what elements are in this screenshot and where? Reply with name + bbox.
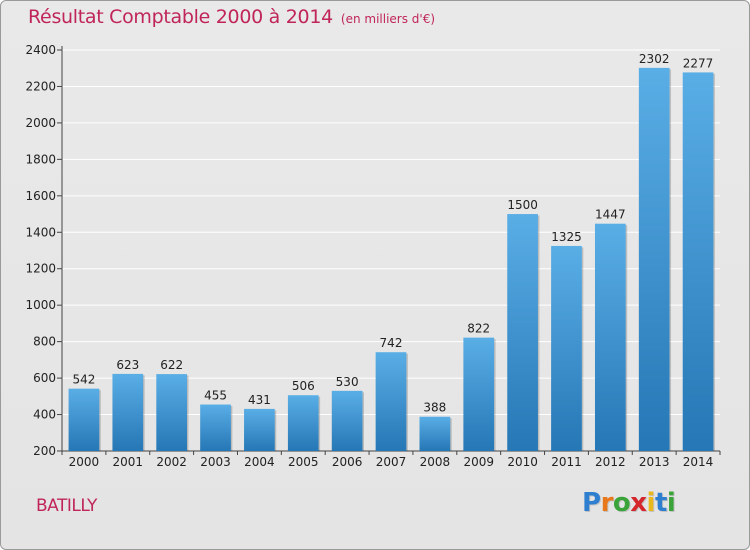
data-label: 822 — [467, 322, 490, 336]
x-tick-label: 2005 — [288, 455, 319, 469]
x-tick-label: 2000 — [69, 455, 100, 469]
bar — [331, 390, 363, 451]
y-tick-label: 1800 — [25, 152, 56, 166]
bar — [156, 374, 188, 451]
logo-letter: t — [654, 488, 667, 518]
title-text: Résultat Comptable 2000 à 2014 — [28, 6, 333, 28]
data-label: 1325 — [551, 230, 582, 244]
bar — [375, 352, 407, 451]
bar — [419, 416, 451, 451]
bar — [463, 337, 495, 451]
data-label: 622 — [160, 358, 183, 372]
y-tick-label: 400 — [33, 408, 56, 422]
data-label: 623 — [116, 358, 139, 372]
bar — [68, 388, 100, 451]
x-tick-label: 2014 — [683, 455, 714, 469]
place-name: BATILLY — [36, 496, 97, 516]
logo-letter: r — [600, 488, 614, 518]
bar — [287, 395, 319, 451]
axes: 200 400 600 800 1000 1200 1400 1600 1800 2000 2200… — [25, 43, 721, 458]
x-tick-label: 2011 — [551, 455, 582, 469]
bar — [244, 408, 275, 451]
bar — [507, 214, 538, 451]
x-tick-label: 2001 — [113, 455, 144, 469]
x-tick-label: 2010 — [507, 455, 538, 469]
bars — [68, 67, 715, 451]
x-tick-label: 2008 — [420, 455, 451, 469]
y-tick-label: 1000 — [25, 298, 56, 312]
bar — [112, 373, 144, 451]
x-tick-label: 2007 — [376, 455, 407, 469]
y-tick-label: 2000 — [25, 116, 56, 130]
data-label: 506 — [292, 379, 315, 393]
data-label: 431 — [248, 393, 271, 407]
bar — [594, 223, 626, 451]
bar — [551, 245, 582, 451]
bar — [638, 67, 670, 451]
y-tick-label: 800 — [33, 335, 56, 349]
data-label: 2277 — [683, 56, 714, 70]
y-tick-label: 1200 — [25, 262, 56, 276]
x-tick-label: 2003 — [200, 455, 231, 469]
data-label: 2302 — [639, 52, 670, 66]
bar — [200, 404, 231, 451]
y-tick-label: 600 — [33, 371, 56, 385]
logo-letter: P — [582, 488, 601, 518]
labels: 2000 542 2001 623 2002 622 2003 455 2004 431 2005 5… — [69, 52, 714, 469]
chart-title: Résultat Comptable 2000 à 2014 (en millie… — [28, 6, 435, 28]
y-tick-label: 1400 — [25, 225, 56, 239]
data-label: 455 — [204, 389, 227, 403]
data-label: 542 — [72, 373, 95, 387]
y-tick-label: 2200 — [25, 79, 56, 93]
x-tick-label: 2012 — [595, 455, 626, 469]
x-tick-label: 2009 — [463, 455, 494, 469]
data-label: 530 — [336, 375, 359, 389]
x-tick-label: 2002 — [156, 455, 187, 469]
x-tick-label: 2004 — [244, 455, 275, 469]
y-tick-label: 1600 — [25, 189, 56, 203]
x-tick-label: 2006 — [332, 455, 363, 469]
logo-letter: x — [630, 488, 647, 518]
data-label: 742 — [380, 336, 403, 350]
logo-letter: i — [646, 488, 656, 518]
logo-letter: i — [666, 488, 676, 518]
proxiti-logo: Proxiti — [582, 488, 692, 524]
x-tick-label: 2013 — [639, 455, 670, 469]
logo-letter: o — [612, 488, 631, 518]
bar — [682, 72, 714, 451]
data-label: 388 — [423, 401, 446, 415]
y-tick-label: 2400 — [25, 43, 56, 57]
y-tick-label: 200 — [33, 444, 56, 458]
data-label: 1447 — [595, 208, 626, 222]
data-label: 1500 — [507, 198, 538, 212]
chart-subtitle: (en milliers d'€) — [340, 12, 436, 26]
